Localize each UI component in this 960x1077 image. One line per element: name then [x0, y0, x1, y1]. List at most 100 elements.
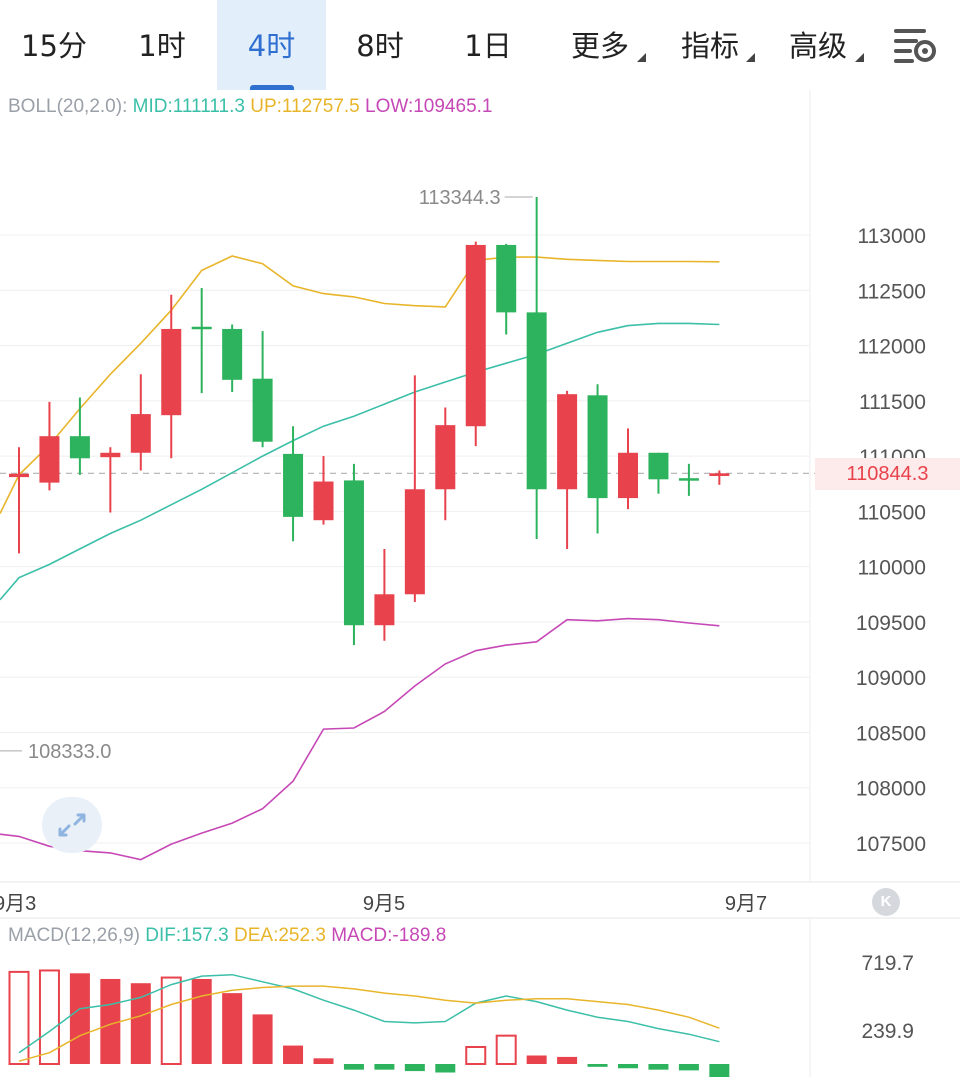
boll-low-line: [0, 617, 720, 861]
candle: [69, 397, 90, 475]
tab-advanced[interactable]: 高级: [764, 0, 872, 90]
axis-labels: 1130001125001120001115001110001105001100…: [0, 187, 926, 1043]
tab-8h[interactable]: 8时: [356, 29, 404, 63]
candle: [252, 331, 273, 448]
macd-bar: [678, 1064, 699, 1071]
candle-body: [191, 326, 212, 330]
macd-bar: [38, 969, 60, 1065]
candle-body: [648, 452, 669, 480]
price-tick-label: 111500: [859, 391, 926, 414]
tab-indicators-label: 指标: [680, 29, 739, 63]
price-tick-label: 112500: [857, 280, 926, 303]
candle-body: [465, 244, 486, 427]
macd-bar: [587, 1064, 608, 1067]
boll-up: UP:112757.5: [250, 96, 360, 117]
candle: [130, 374, 151, 471]
macd-bar: [222, 993, 243, 1064]
macd-dea-line: [18, 985, 720, 1062]
candle: [9, 447, 29, 554]
active-tab-indicator: [249, 85, 294, 90]
macd-bar: [435, 1064, 456, 1073]
candle-body: [222, 328, 243, 380]
tab-1h[interactable]: 1时: [138, 29, 186, 63]
boll-label: BOLL(20,2.0):: [8, 96, 128, 117]
candle: [618, 428, 638, 510]
candle-body: [283, 453, 304, 517]
price-tick-label: 109500: [856, 612, 926, 635]
price-tick-label: 109000: [856, 667, 926, 690]
macd-bar: [557, 1056, 578, 1064]
tab-4h-label: 4时: [247, 29, 296, 63]
indicators-dropdown-icon: [746, 53, 755, 62]
macd-value: MACD:-189.8: [331, 925, 447, 946]
boll-mid-line: [0, 322, 720, 601]
macd-bar: [100, 978, 121, 1064]
date-tick-label: 9月3: [0, 893, 36, 915]
candle-body: [709, 473, 730, 476]
candle-body: [435, 425, 456, 490]
macd-bar: [130, 983, 151, 1064]
candle: [435, 407, 456, 521]
macd-tick-label: 239.9: [861, 1020, 914, 1043]
macd-bar: [526, 1055, 547, 1064]
tab-1d[interactable]: 1日: [464, 29, 512, 63]
candle-body: [343, 480, 364, 626]
macd-label: MACD(12,26,9): [8, 925, 140, 946]
low-marker-label: 108333.0: [28, 741, 111, 763]
candle: [496, 243, 517, 335]
candle-body: [587, 395, 608, 499]
candle-body: [161, 328, 182, 416]
macd-tick-label: 719.7: [861, 952, 914, 975]
macd-bar: [495, 1034, 517, 1066]
tab-more[interactable]: 更多: [546, 0, 654, 90]
macd-dea: DEA:252.3: [234, 925, 326, 946]
price-tick-label: 107500: [856, 833, 926, 856]
candle: [374, 548, 395, 641]
price-tick-label: 112000: [857, 336, 926, 359]
advanced-dropdown-icon: [855, 53, 864, 62]
timeframe-tabs: 15分 1时 4时 8时 1日 更多 指标 高级: [0, 0, 960, 90]
candle: [526, 196, 547, 539]
candle-body: [404, 489, 425, 595]
candle-body: [374, 594, 395, 626]
high-marker-label: 113344.3: [419, 187, 501, 209]
expand-button[interactable]: [42, 797, 102, 853]
macd-dif-line: [18, 973, 720, 1054]
tab-15m[interactable]: 15分: [21, 29, 87, 63]
candles: [9, 196, 730, 646]
boll-legend: BOLL(20,2.0): MID:111111.3 UP:112757.5 L…: [8, 96, 492, 118]
boll-mid: MID:111111.3: [132, 96, 245, 117]
macd-dif: DIF:157.3: [145, 925, 229, 946]
candle-body: [39, 436, 60, 483]
candle-body: [526, 312, 547, 490]
tab-indicators[interactable]: 指标: [656, 0, 764, 90]
candle: [39, 401, 60, 491]
candle-body: [9, 473, 29, 478]
current-price-label: 110844.3: [815, 458, 960, 490]
candle-body: [100, 452, 121, 458]
boll-up-line: [0, 255, 720, 514]
price-tick-label: 110000: [857, 557, 926, 580]
macd-bar: [283, 1045, 304, 1064]
k-line-badge[interactable]: K: [872, 888, 900, 916]
candle: [222, 324, 243, 392]
candle: [313, 456, 334, 525]
candle-body: [557, 394, 578, 490]
macd-bar: [8, 970, 30, 1066]
macd-bar: [404, 1064, 425, 1072]
macd-bar: [709, 1064, 730, 1077]
tab-4h[interactable]: 4时: [217, 0, 326, 90]
chart-settings-icon[interactable]: [890, 24, 940, 66]
candle: [343, 463, 364, 646]
candle-body: [252, 378, 273, 442]
price-tick-label: 108500: [856, 722, 926, 745]
date-tick-label: 9月5: [363, 893, 405, 915]
date-tick-label: 9月7: [725, 893, 767, 915]
candle: [587, 384, 608, 534]
candle: [678, 463, 699, 496]
macd-bar: [191, 978, 212, 1064]
macd-bar: [252, 1014, 273, 1064]
candle-body: [618, 452, 638, 499]
candle: [161, 294, 182, 459]
